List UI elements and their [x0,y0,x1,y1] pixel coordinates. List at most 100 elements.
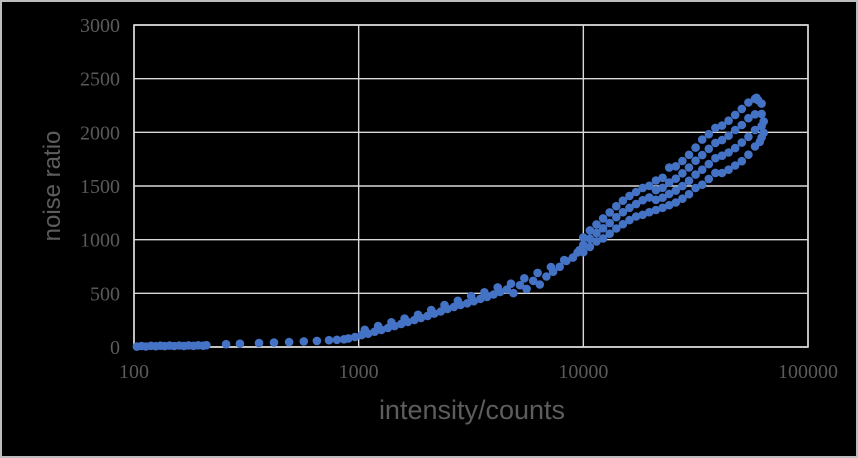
data-point [638,183,647,193]
data-point [299,337,309,346]
data-point [426,305,436,315]
data-point [235,339,245,349]
data-point [717,135,727,145]
data-point [697,135,707,144]
data-point [350,332,360,342]
data-point [598,214,608,223]
data-point [453,296,463,306]
data-point [671,198,681,207]
tick-labels: 0 500 1000 1500 2000 2500 3000 100 1000 10000 1000… [80,15,838,383]
data-point [618,219,628,229]
data-points [132,93,768,351]
data-point [598,224,608,233]
data-point [645,193,654,202]
data-point [724,148,733,157]
data-point [493,283,503,292]
data-point [759,117,768,126]
data-point [559,255,569,265]
data-point [651,185,661,195]
data-point [522,284,531,294]
data-point [254,338,264,348]
data-point [737,120,747,130]
data-point [631,199,641,209]
data-point [651,195,661,205]
data-point [546,262,556,272]
data-point [724,116,733,125]
data-point [592,237,601,246]
data-point [579,233,588,242]
data-point [744,150,753,159]
data-point [585,242,595,252]
data-point [489,290,498,299]
x-tick-label: 1000 [339,361,379,383]
data-point [605,229,614,238]
y-tick-label: 1500 [80,176,120,198]
data-point [684,189,694,199]
data-point [387,318,396,327]
data-point [631,187,641,197]
data-point [697,180,707,189]
y-tick-label: 500 [90,283,120,305]
data-point [612,224,621,233]
data-point [750,110,760,119]
data-point [638,210,647,220]
data-point [651,176,661,185]
data-point [697,165,707,174]
data-point [436,307,446,316]
y-tick-label: 2000 [80,122,120,144]
data-point [678,169,687,178]
data-point [704,159,714,169]
data-point [312,336,322,346]
data-point [605,218,614,228]
data-point [744,98,753,107]
y-axis-title: noise ratio [39,131,66,242]
data-point [730,110,740,120]
data-point [691,143,700,152]
data-point [324,335,334,345]
data-point [612,212,621,222]
data-point [476,294,485,304]
gridlines [133,24,809,348]
data-point [671,162,681,171]
data-point [744,113,753,123]
data-point [598,234,608,243]
data-point [717,168,727,178]
data-point [730,161,740,170]
data-point [730,143,740,153]
data-point [221,339,231,349]
data-point [678,156,687,166]
data-point [400,314,409,323]
data-point [691,156,700,165]
data-point [284,337,294,347]
data-point [585,234,595,244]
data-point [658,203,667,213]
data-point [373,321,383,331]
data-point [202,340,211,350]
data-point [704,129,714,139]
data-point [631,212,641,221]
data-point [750,125,760,135]
data-point [506,279,516,289]
data-point [612,201,621,211]
data-point [658,183,667,193]
data-point [684,176,694,186]
data-point [704,144,714,154]
data-point [618,207,628,217]
data-point [466,291,476,301]
data-point [585,226,595,235]
data-point [332,335,342,345]
data-point [752,93,761,103]
data-point [697,150,707,160]
data-point [625,215,634,225]
data-point [579,240,588,250]
data-point [664,189,674,199]
data-point [592,220,601,229]
data-point [755,137,765,147]
data-point [678,194,687,203]
data-point [684,150,694,160]
data-point [711,168,720,178]
data-point [625,191,634,201]
data-point [413,310,423,320]
data-point [678,181,687,191]
